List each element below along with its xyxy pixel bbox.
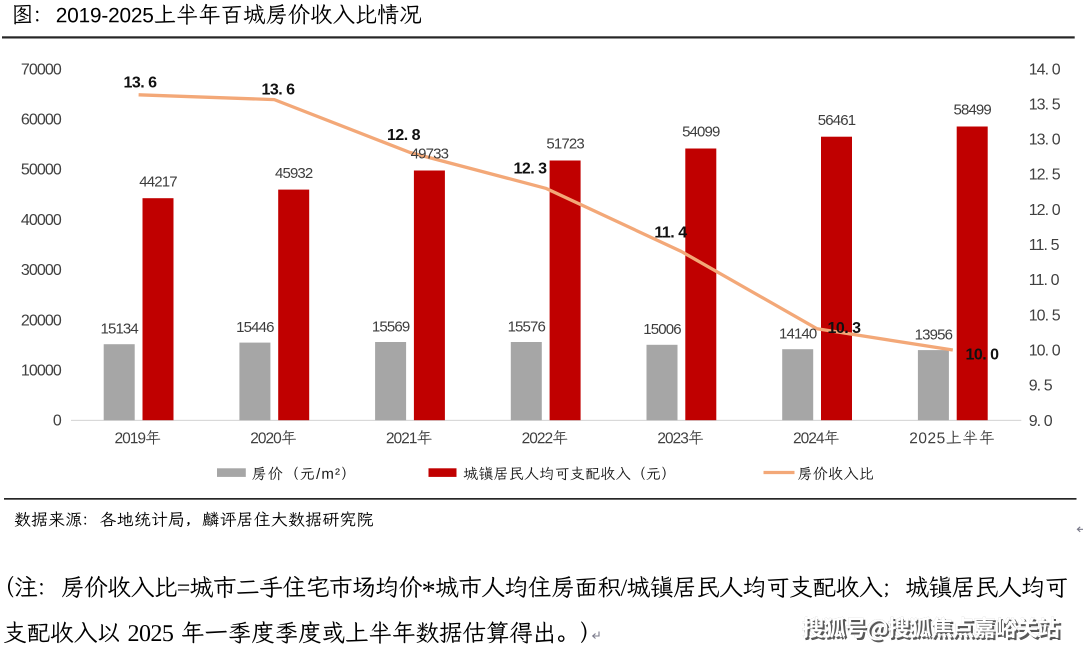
svg-text:14. 0: 14. 0 [1029,61,1061,78]
svg-text:11. 4: 11. 4 [654,225,687,242]
svg-text:10. 0: 10. 0 [1029,343,1061,360]
svg-text:13. 6: 13. 6 [261,81,295,98]
svg-text:12. 8: 12. 8 [387,127,421,144]
svg-text:13. 5: 13. 5 [1029,96,1061,113]
svg-text:15569: 15569 [372,318,410,335]
svg-text:30000: 30000 [21,262,62,279]
svg-text:9. 0: 9. 0 [1029,413,1053,430]
svg-text:14140: 14140 [779,326,817,343]
svg-text:11. 0: 11. 0 [1029,272,1060,289]
svg-text:40000: 40000 [21,212,62,229]
svg-text:15576: 15576 [508,318,546,335]
svg-text:58499: 58499 [953,102,991,119]
svg-text:54099: 54099 [682,124,720,141]
svg-text:15134: 15134 [100,321,138,338]
svg-text:20000: 20000 [21,312,62,329]
svg-text:51723: 51723 [546,136,584,153]
svg-text:50000: 50000 [21,162,62,179]
svg-text:10. 5: 10. 5 [1029,307,1061,324]
svg-text:49733: 49733 [411,146,449,163]
svg-text:15006: 15006 [643,321,681,338]
svg-text:12. 3: 12. 3 [513,161,547,178]
svg-text:15446: 15446 [236,319,274,336]
svg-text:13956: 13956 [915,326,953,343]
svg-text:11. 5: 11. 5 [1029,237,1060,254]
svg-text:13. 0: 13. 0 [1029,132,1061,149]
svg-text:44217: 44217 [139,173,177,190]
svg-text:56461: 56461 [818,112,856,129]
svg-text:10. 3: 10. 3 [827,320,861,337]
svg-text:70000: 70000 [21,61,62,78]
svg-text:13. 6: 13. 6 [123,75,157,92]
svg-text:9. 5: 9. 5 [1029,378,1053,395]
svg-text:45932: 45932 [275,165,313,182]
svg-text:12. 0: 12. 0 [1029,202,1061,219]
svg-text:60000: 60000 [21,112,62,129]
svg-text:12. 5: 12. 5 [1029,167,1061,184]
svg-text:0: 0 [53,413,62,430]
svg-text:10. 0: 10. 0 [965,347,999,364]
svg-text:10000: 10000 [21,363,62,380]
